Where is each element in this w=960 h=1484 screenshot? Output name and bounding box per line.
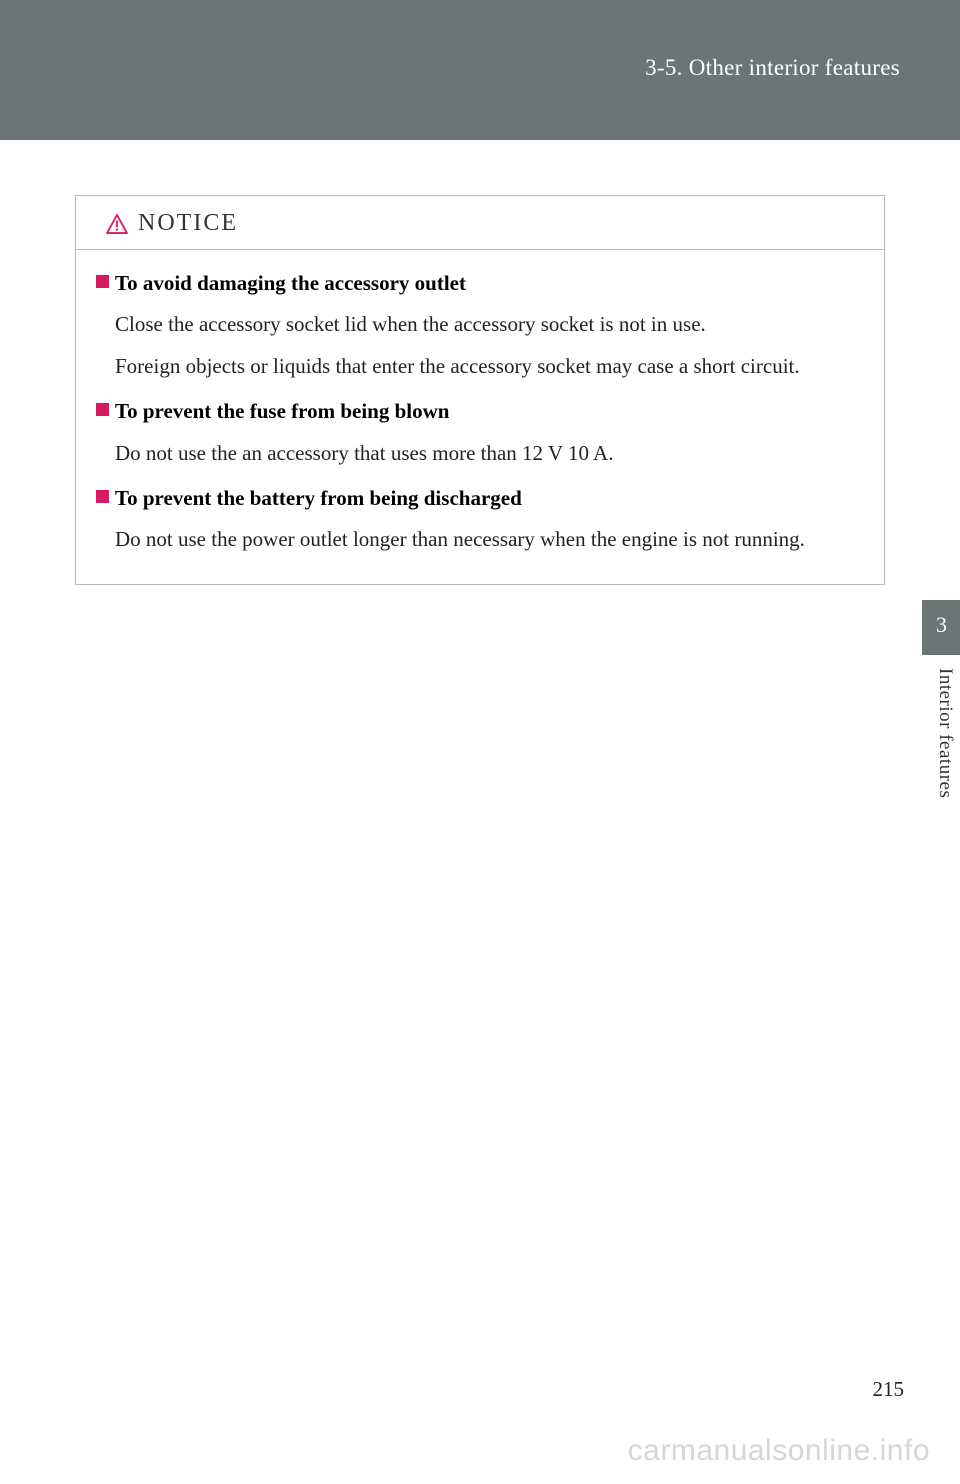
notice-line: Do not use the an accessory that uses mo… <box>115 438 856 470</box>
square-bullet-icon <box>96 275 109 288</box>
warning-icon <box>106 214 128 234</box>
notice-body: To avoid damaging the accessory outlet C… <box>76 250 884 584</box>
notice-item-head: To avoid damaging the accessory outlet <box>96 270 856 297</box>
notice-box: NOTICE To avoid damaging the accessory o… <box>75 195 885 585</box>
notice-item-head: To prevent the fuse from being blown <box>96 398 856 425</box>
notice-heading: To prevent the battery from being discha… <box>115 485 522 512</box>
notice-line: Close the accessory socket lid when the … <box>115 309 856 341</box>
section-label: 3-5. Other interior features <box>645 55 900 81</box>
notice-heading: To prevent the fuse from being blown <box>115 398 449 425</box>
square-bullet-icon <box>96 403 109 416</box>
square-bullet-icon <box>96 490 109 503</box>
chapter-label: Interior features <box>934 668 956 798</box>
notice-header: NOTICE <box>76 196 884 250</box>
watermark: carmanualsonline.info <box>628 1434 930 1468</box>
notice-item: To avoid damaging the accessory outlet C… <box>96 270 856 382</box>
notice-heading: To avoid damaging the accessory outlet <box>115 270 466 297</box>
chapter-number: 3 <box>936 612 947 638</box>
notice-line: Foreign objects or liquids that enter th… <box>115 351 856 383</box>
manual-page: 3-5. Other interior features NOTICE To a… <box>0 0 960 1484</box>
notice-item-head: To prevent the battery from being discha… <box>96 485 856 512</box>
notice-item: To prevent the fuse from being blown Do … <box>96 398 856 469</box>
page-number: 215 <box>873 1377 905 1402</box>
notice-item: To prevent the battery from being discha… <box>96 485 856 556</box>
notice-line: Do not use the power outlet longer than … <box>115 524 856 556</box>
notice-title: NOTICE <box>138 210 238 237</box>
